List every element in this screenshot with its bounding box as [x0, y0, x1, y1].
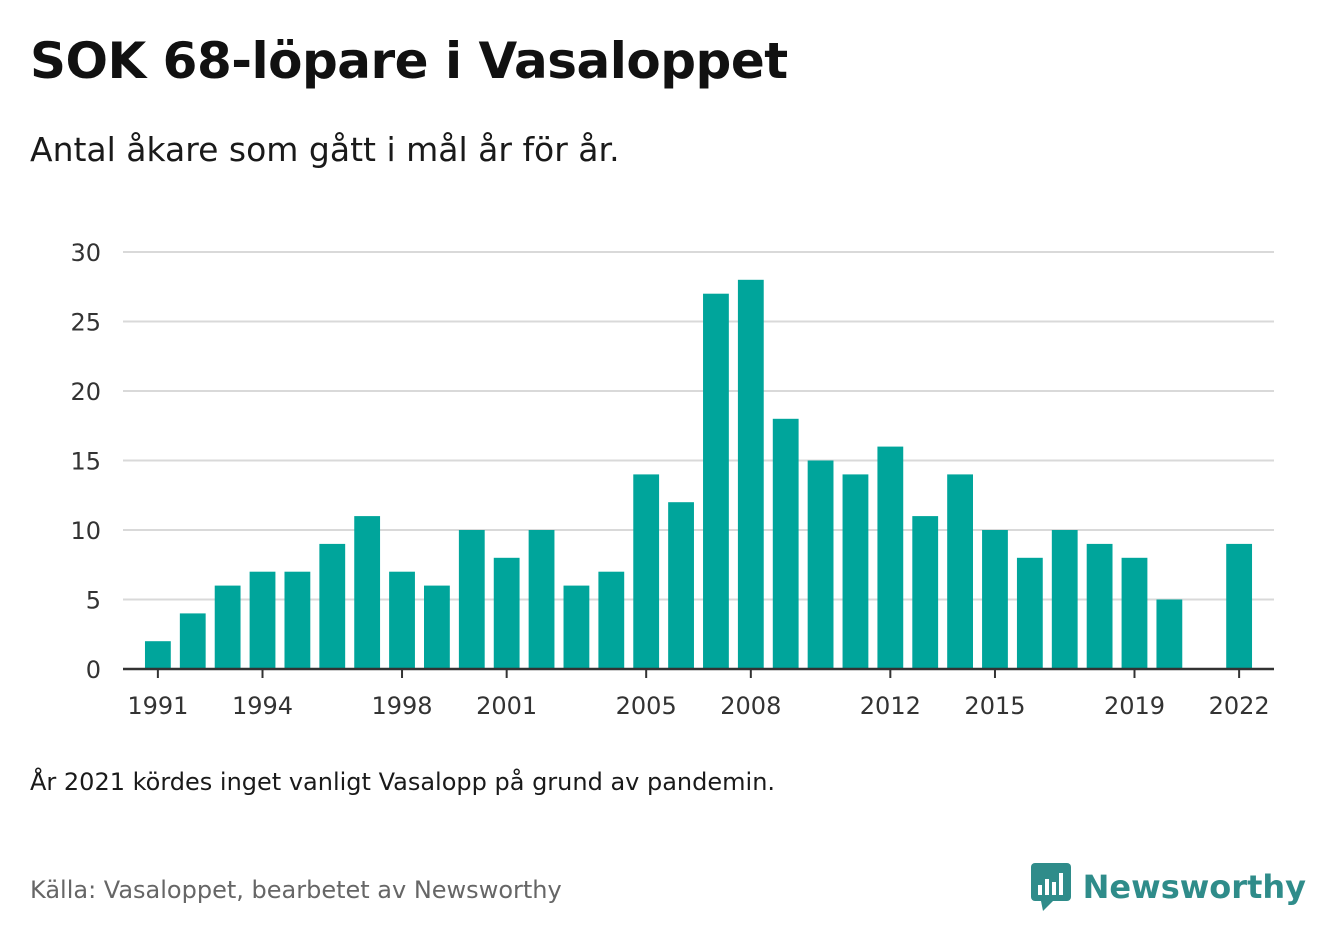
x-tick-label: 2015 [964, 692, 1025, 720]
bar-2003 [563, 585, 590, 669]
bar-2015 [982, 530, 1008, 669]
y-tick-label: 0 [86, 656, 101, 684]
y-tick-label: 30 [70, 239, 101, 267]
y-tick-label: 15 [70, 448, 101, 476]
x-tick-label: 1998 [371, 692, 432, 720]
x-tick-label: 2012 [860, 692, 921, 720]
bar-2011 [842, 474, 869, 669]
bar-2014 [947, 474, 973, 669]
x-tick-label: 2001 [476, 692, 537, 720]
chart-subtitle: Antal åkare som gått i mål år för år. [30, 130, 620, 169]
axes: 0 5 10 15 20 25 30 1991 1994 1998 2001 2005 2008 2012… [70, 239, 1274, 720]
gridlines [123, 251, 1274, 601]
bar-1994 [249, 571, 276, 669]
x-tick-label: 1994 [232, 692, 293, 720]
bar-2018 [1086, 543, 1113, 669]
source-credit: Källa: Vasaloppet, bearbetet av Newswort… [30, 876, 562, 904]
chart-title: SOK 68-löpare i Vasaloppet [30, 32, 788, 90]
bar-1992 [179, 613, 206, 669]
bar-2008 [737, 279, 764, 669]
bar-1995 [284, 571, 311, 669]
y-tick-label: 5 [86, 587, 101, 615]
bar-1998 [389, 571, 415, 669]
y-tick-label: 10 [70, 517, 101, 545]
bar-2001 [493, 557, 520, 669]
bar-2022 [1226, 543, 1253, 669]
bars [144, 279, 1253, 669]
bar-1999 [424, 585, 450, 669]
bar-2006 [668, 502, 694, 669]
x-tick-label: 1991 [127, 692, 188, 720]
brand-name: Newsworthy [1082, 868, 1306, 906]
bar-2020 [1156, 599, 1183, 669]
y-tick-label: 20 [70, 378, 101, 406]
bar-2010 [807, 460, 834, 669]
bar-2019 [1121, 557, 1148, 669]
x-tick-label: 2005 [616, 692, 677, 720]
bar-2009 [772, 418, 799, 669]
bar-2000 [458, 530, 485, 669]
newsworthy-logo-icon [1030, 863, 1071, 911]
x-tick-label: 2019 [1104, 692, 1165, 720]
bar-2007 [703, 293, 729, 669]
bar-2004 [598, 571, 625, 669]
x-tick-label: 2022 [1209, 692, 1270, 720]
bar-2013 [912, 516, 939, 669]
bar-2002 [528, 530, 555, 669]
bar-1993 [214, 585, 241, 669]
chart-note: År 2021 kördes inget vanligt Vasalopp på… [30, 768, 776, 796]
bar-2012 [877, 446, 904, 669]
bar-2017 [1051, 530, 1078, 669]
bar-1991 [144, 641, 171, 669]
y-tick-label: 25 [70, 309, 101, 337]
x-tick-label: 2008 [720, 692, 781, 720]
brand-logo: Newsworthy [1030, 862, 1306, 912]
bar-1997 [354, 516, 381, 669]
bar-1996 [319, 543, 346, 669]
bar-2016 [1016, 557, 1043, 669]
bar-chart: 0 5 10 15 20 25 30 1991 1994 1998 2001 2005 2008 2012… [70, 239, 1274, 720]
bar-2005 [633, 474, 660, 669]
